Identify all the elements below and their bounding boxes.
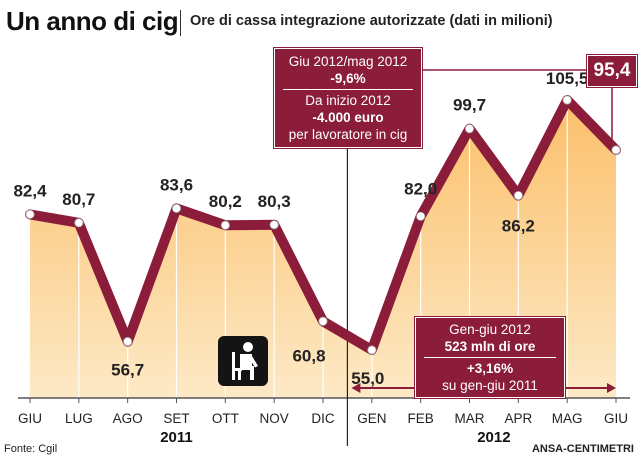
year-label-2011: 2011 (160, 429, 193, 446)
tick-label-gen-7: GEN (357, 411, 386, 426)
data-point-mar-9 (464, 124, 475, 134)
chart-title: Un anno di cig (6, 6, 179, 36)
callout-bottom-line2: 523 mln di ore (444, 339, 536, 354)
tick-label-nov-5: NOV (260, 411, 289, 426)
data-label-10: 86,2 (502, 217, 535, 236)
year-label-2012: 2012 (477, 429, 510, 446)
data-label-8: 82,0 (404, 179, 437, 198)
callout-top-divider (283, 89, 413, 90)
callout-top-line4: -4.000 euro (312, 110, 384, 125)
tick-label-feb-8: FEB (408, 411, 434, 426)
callout-top: Giu 2012/mag 2012 -9,6% Da inizio 2012 -… (274, 48, 422, 148)
x-tick-labels: GIU LUG AGO SET OTT NOV DIC GEN FEB MAR APR MAG GIU (18, 411, 628, 426)
last-value-label: 95,4 (593, 60, 631, 81)
data-point-gen-7 (367, 345, 377, 355)
range-arrow-left (351, 383, 361, 393)
callout-bottom-line1: Gen-giu 2012 (449, 322, 531, 337)
data-label-9: 99,7 (453, 96, 486, 115)
data-label-1: 80,7 (62, 190, 95, 209)
source-note: Fonte: Cgil (4, 443, 58, 455)
data-label-4: 80,2 (209, 192, 242, 211)
tick-label-ott-4: OTT (212, 411, 239, 426)
callout-bottom-line4: su gen-giu 2011 (442, 378, 538, 393)
data-point-ago-2 (123, 336, 133, 347)
data-point-mag-11 (562, 95, 572, 105)
tick-label-giu-12: GIU (604, 411, 628, 426)
data-labels: 82,4 80,7 56,7 83,6 80,2 80,3 60,8 55,0 82,0 99,7… (13, 69, 588, 388)
data-label-3: 83,6 (160, 175, 193, 194)
data-label-0: 82,4 (13, 181, 47, 200)
year-labels: 2011 2012 (160, 429, 510, 446)
tick-label-lug-1: LUG (65, 411, 93, 426)
credit-note: ANSA-CENTIMETRI (531, 443, 634, 455)
data-label-5: 80,3 (258, 192, 291, 211)
data-point-ott-4 (220, 220, 230, 230)
data-point-dic-6 (318, 316, 328, 326)
range-arrow-right (607, 383, 616, 393)
tick-label-ago-2: AGO (113, 411, 143, 426)
data-points (25, 95, 621, 355)
last-value-badge: 95,4 (587, 55, 637, 87)
chart-subtitle: Ore di cassa integrazione autorizzate (d… (190, 13, 553, 29)
tick-label-dic-6: DIC (311, 411, 335, 426)
callout-bottom-line3: +3,16% (466, 361, 514, 376)
title-separator (180, 10, 181, 36)
data-point-giu-0 (25, 209, 35, 219)
data-label-2: 56,7 (111, 361, 144, 380)
data-point-feb-8 (416, 211, 426, 221)
data-label-6: 60,8 (292, 346, 325, 365)
tick-label-mar-9: MAR (455, 411, 485, 426)
data-point-lug-1 (74, 218, 84, 228)
data-point-apr-10 (513, 190, 523, 201)
callout-top-line5: per lavoratore in cig (288, 127, 408, 142)
data-label-7: 55,0 (351, 369, 384, 388)
data-point-set-3 (171, 203, 182, 214)
data-point-giu-12 (611, 145, 621, 155)
tick-label-giu-0: GIU (18, 411, 42, 426)
data-label-11: 105,5 (546, 69, 589, 88)
callout-top-line2: -9,6% (330, 71, 366, 86)
tick-label-set-3: SET (163, 411, 189, 426)
tick-label-apr-10: APR (504, 411, 532, 426)
callout-bottom-divider (424, 357, 556, 358)
callout-bottom: Gen-giu 2012 523 mln di ore +3,16% su ge… (415, 317, 565, 398)
callout-top-line1: Giu 2012/mag 2012 (288, 54, 408, 69)
seated-worker-icon (218, 336, 268, 386)
data-point-nov-5 (269, 220, 279, 230)
tick-label-mag-11: MAG (552, 411, 583, 426)
callout-top-line3: Da inizio 2012 (305, 93, 391, 108)
